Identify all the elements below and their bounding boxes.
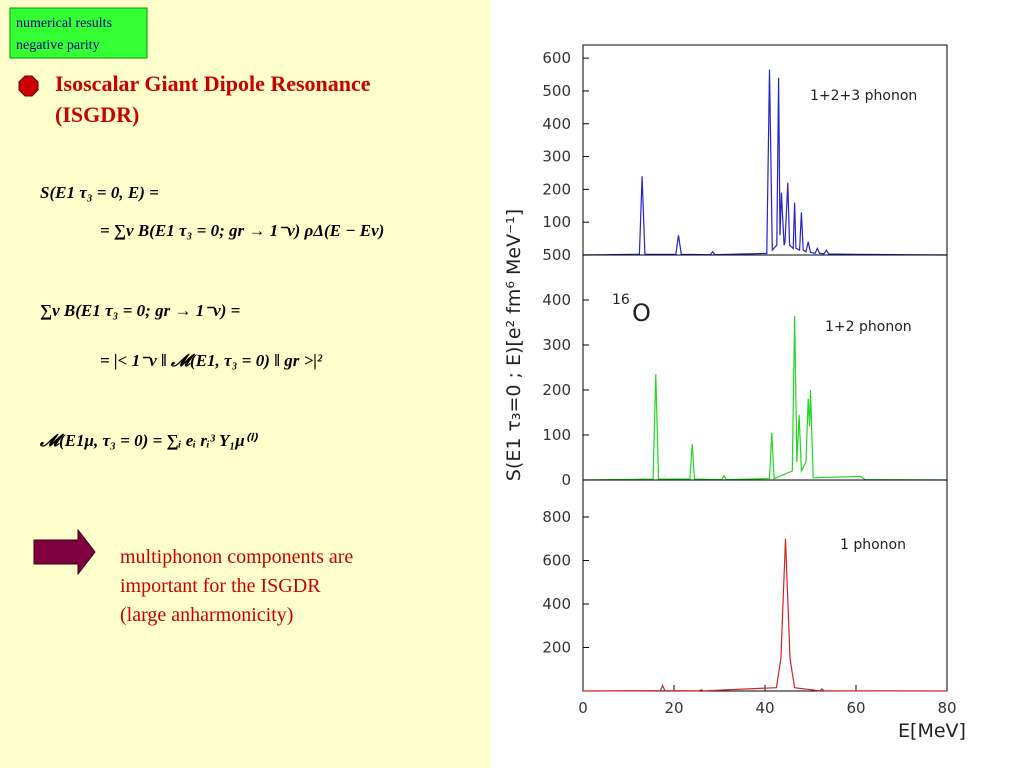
tag-box bbox=[9, 7, 148, 59]
y-axis-label: S(E1 τ₃=0 ; E)[e² fm⁶ MeV⁻¹] bbox=[503, 209, 525, 481]
equation: ∑ν B(E1 τ₃ = 0; gr → 1⁻ν) = bbox=[40, 301, 240, 320]
right-panel bbox=[490, 0, 1024, 768]
note: (large anharmonicity) bbox=[120, 604, 293, 626]
heading: (ISGDR) bbox=[55, 102, 139, 127]
y-tick-label: 400 bbox=[542, 115, 571, 133]
y-tick-label: 300 bbox=[542, 336, 571, 354]
equation: = ∑ν B(E1 τ₃ = 0; gr → 1⁻ν) ρΔ(E − Eν) bbox=[100, 221, 384, 240]
equation: 𝓜(E1μ, τ₃ = 0) = ∑ᵢ eᵢ rᵢ³ Y₁μ⁽ⁱ⁾ bbox=[39, 431, 258, 450]
heading: Isoscalar Giant Dipole Resonance bbox=[55, 71, 371, 96]
y-tick-label: 500 bbox=[542, 82, 571, 100]
y-tick-label: 600 bbox=[542, 49, 571, 67]
note: important for the ISGDR bbox=[120, 575, 321, 597]
x-tick-label: 80 bbox=[937, 699, 956, 717]
y-tick-label: 200 bbox=[542, 180, 571, 198]
x-tick-label: 20 bbox=[664, 699, 683, 717]
left-panel bbox=[0, 0, 490, 768]
y-tick-label: 100 bbox=[542, 426, 571, 444]
y-tick-label: 200 bbox=[542, 381, 571, 399]
y-tick-label: 100 bbox=[542, 213, 571, 231]
arrow bbox=[33, 528, 96, 576]
isotope-symbol: O bbox=[632, 299, 651, 327]
x-tick-label: 60 bbox=[846, 699, 865, 717]
spectrum-line bbox=[582, 538, 948, 692]
y-tick-label: 400 bbox=[542, 595, 571, 613]
y-tick-label: 400 bbox=[542, 291, 571, 309]
bullet bbox=[18, 75, 39, 97]
x-tick-label: 40 bbox=[755, 699, 774, 717]
spectrum-line bbox=[582, 69, 948, 256]
y-tick-label: 0 bbox=[561, 471, 571, 489]
isotope-mass: 16 bbox=[612, 292, 630, 308]
tag-text: negative parity bbox=[16, 38, 100, 53]
y-tick-label: 300 bbox=[542, 148, 571, 166]
y-tick-label: 500 bbox=[542, 246, 571, 264]
x-tick-label: 0 bbox=[578, 699, 588, 717]
x-axis-label: E[MeV] bbox=[898, 720, 966, 742]
note: multiphonon components are bbox=[120, 546, 353, 568]
y-tick-label: 600 bbox=[542, 551, 571, 569]
panel-label: 1+2 phonon bbox=[825, 319, 912, 335]
equation: S(E1 τ₃ = 0, E) = bbox=[40, 183, 159, 202]
equation: = |< 1⁻ν ‖ 𝓜(E1, τ₃ = 0) ‖ gr >|² bbox=[100, 351, 323, 370]
panel-label: 1 phonon bbox=[840, 537, 906, 553]
y-tick-label: 200 bbox=[542, 638, 571, 656]
y-tick-label: 800 bbox=[542, 508, 571, 526]
spectrum-line bbox=[582, 315, 948, 481]
tag-text: numerical results bbox=[16, 16, 112, 31]
panel-label: 1+2+3 phonon bbox=[810, 88, 917, 104]
